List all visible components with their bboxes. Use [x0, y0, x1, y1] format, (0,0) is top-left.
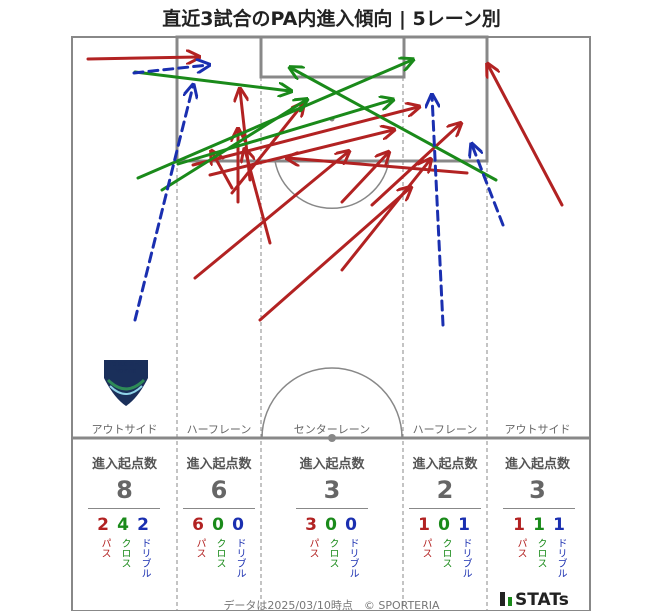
pass-arrow — [340, 153, 388, 204]
cross-label: クロス — [327, 538, 338, 568]
pass-arrow — [488, 65, 564, 207]
pass-arrow — [193, 152, 348, 280]
pass-arrow — [340, 160, 430, 272]
pass-arrow — [370, 124, 460, 207]
dribble-arrow — [133, 86, 193, 322]
dribble-arrow — [132, 65, 208, 75]
stat-divider — [88, 508, 160, 509]
dribble-count: 0 — [232, 515, 244, 535]
pass-label: パス — [194, 538, 205, 558]
dribble-label: ドリブル — [347, 538, 358, 578]
cross-arrow — [160, 100, 306, 192]
cross-label: クロス — [119, 538, 130, 568]
stat-label: 進入起点数 — [504, 457, 570, 472]
dribble-count: 2 — [137, 515, 149, 535]
dribble-arrow — [472, 145, 505, 227]
pass-arrow — [230, 104, 303, 195]
club-crest-icon — [104, 360, 148, 406]
chart-title: 直近3試合のPA内進入傾向 | 5レーン別 — [162, 8, 501, 30]
stat-divider — [296, 508, 368, 509]
dribble-arrows — [132, 65, 505, 327]
cross-label: クロス — [535, 538, 546, 568]
cross-count: 0 — [325, 515, 337, 535]
dribble-label: ドリブル — [139, 538, 150, 578]
stat-divider — [409, 508, 481, 509]
stat-label: 進入起点数 — [186, 457, 252, 472]
lane-total: 3 — [529, 476, 546, 504]
pass-count: 3 — [305, 515, 317, 535]
dribble-label: ドリブル — [234, 538, 245, 578]
penalty-arc — [274, 160, 390, 210]
center-circle-top — [261, 367, 403, 439]
dribble-arrow — [432, 96, 445, 327]
pass-arrow — [86, 57, 198, 59]
cross-count: 0 — [438, 515, 450, 535]
club-logo-text: VORTIS — [115, 369, 137, 375]
lane-label-outside-left: アウトサイド — [91, 423, 158, 436]
stats-bar-icon — [508, 597, 512, 606]
center-spot — [328, 434, 336, 442]
pass-label: パス — [420, 538, 431, 558]
cross-arrow — [133, 70, 290, 91]
dribble-count: 1 — [553, 515, 565, 535]
cross-count: 1 — [533, 515, 545, 535]
stats-brand-text: STATs — [515, 590, 569, 610]
lane-total: 2 — [436, 476, 454, 504]
stat-divider — [183, 508, 255, 509]
footer-note: データは2025/03/10時点 © SPORTERIA — [223, 599, 440, 612]
pass-label: パス — [515, 538, 526, 558]
lane-label-halfspace-right: ハーフレーン — [412, 423, 478, 436]
pass-count: 6 — [192, 515, 204, 535]
dribble-label: ドリブル — [555, 538, 566, 578]
cross-arrow — [176, 100, 392, 166]
pass-count: 1 — [513, 515, 525, 535]
stats-bar-icon — [500, 592, 505, 606]
stat-label: 進入起点数 — [299, 457, 365, 472]
lane-total: 3 — [323, 476, 341, 504]
pass-count: 2 — [97, 515, 109, 535]
cross-arrow — [291, 68, 498, 182]
cross-count: 0 — [212, 515, 224, 535]
pass-label: パス — [307, 538, 318, 558]
lane-label-center: センターレーン — [293, 423, 371, 436]
pass-arrow — [208, 130, 393, 177]
pass-label: パス — [99, 538, 110, 558]
club-logo-text: TOKUSHIMA — [109, 362, 143, 368]
lane-label-outside-right: アウトサイド — [504, 423, 571, 436]
cross-label: クロス — [440, 538, 451, 568]
dribble-count: 0 — [345, 515, 357, 535]
dribble-count: 1 — [458, 515, 470, 535]
stat-label: 進入起点数 — [412, 457, 478, 472]
stat-label: 進入起点数 — [91, 457, 157, 472]
stat-divider — [503, 508, 575, 509]
cross-count: 4 — [117, 515, 129, 535]
lane-total: 8 — [116, 476, 133, 504]
stats-brand-logo: STATs — [500, 590, 569, 610]
entry-arrows — [86, 57, 564, 322]
dribble-label: ドリブル — [460, 538, 471, 578]
goal-area — [259, 35, 406, 79]
pass-arrow — [288, 158, 469, 175]
lane-label-halfspace-left: ハーフレーン — [186, 423, 252, 436]
cross-label: クロス — [214, 538, 225, 568]
lane-total: 6 — [210, 476, 228, 504]
pass-count: 1 — [418, 515, 430, 535]
pass-arrow — [258, 188, 410, 322]
